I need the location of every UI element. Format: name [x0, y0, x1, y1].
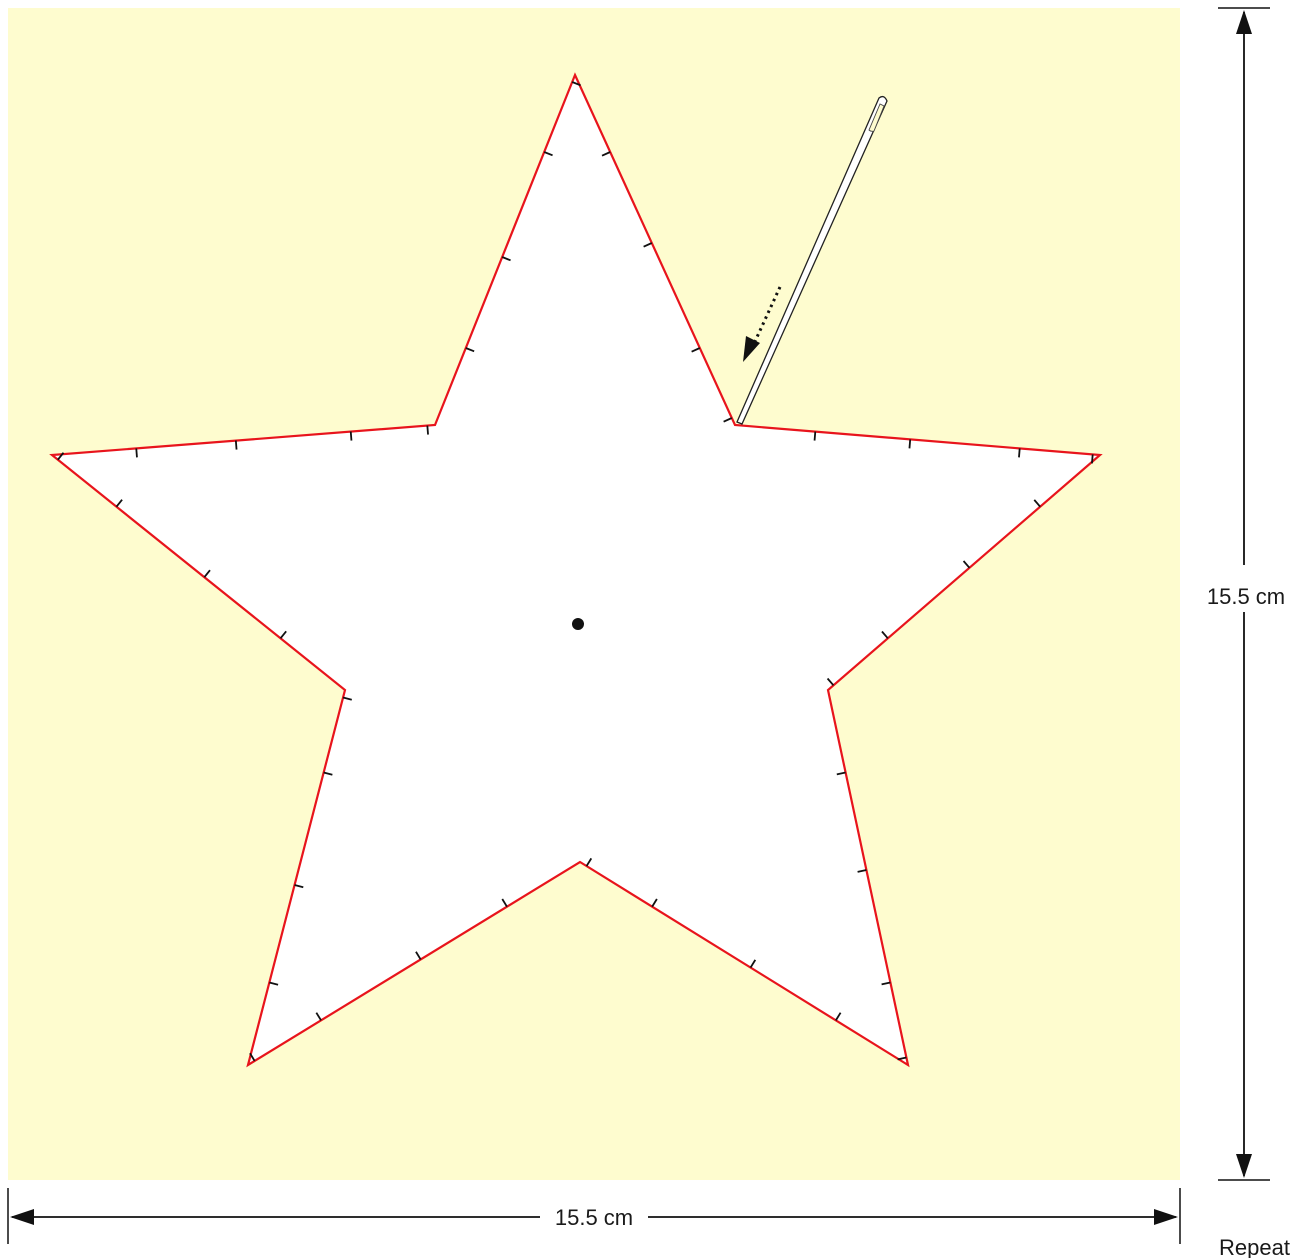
stitch-mark: [1033, 499, 1041, 508]
stitch-mark: [501, 256, 511, 262]
stitch-mark: [465, 347, 475, 353]
stitch-mark: [249, 1052, 256, 1062]
stitch-mark: [294, 884, 304, 889]
height-label: 15.5 cm: [1207, 584, 1285, 609]
stitch-mark: [881, 981, 891, 986]
stitch-mark: [234, 440, 238, 450]
stitch-mark: [315, 1012, 322, 1021]
height-dimension: [1218, 7, 1270, 1181]
stitch-mark: [643, 242, 653, 248]
width-dimension: [7, 1188, 1181, 1244]
stitch-mark: [826, 677, 835, 686]
stitch-mark: [115, 499, 123, 508]
stitch-mark: [203, 569, 211, 578]
stitch-mark: [908, 439, 912, 449]
stitch-mark: [501, 898, 508, 908]
stitch-mark: [57, 452, 65, 461]
stitch-mark: [426, 425, 429, 435]
stitch-mark: [749, 959, 757, 969]
stitch-mark: [962, 560, 971, 569]
stitch-mark: [571, 81, 581, 87]
repeat-label: Repeat: [1219, 1235, 1290, 1258]
needle-icon: [736, 95, 888, 425]
stitch-mark: [651, 898, 658, 908]
width-label: 15.5 cm: [555, 1205, 633, 1230]
stitch-mark: [135, 448, 138, 458]
stitch-mark: [543, 151, 553, 157]
stitch-mark: [857, 869, 867, 873]
stitch-mark: [723, 417, 733, 423]
stitch-mark: [349, 431, 353, 441]
center-dot-icon: [572, 618, 584, 630]
stitch-mark: [323, 771, 333, 776]
stitch-mark: [897, 1056, 907, 1061]
stitch-mark: [342, 696, 352, 701]
stitch-mark: [279, 630, 287, 639]
stitch-mark: [269, 981, 279, 986]
stitch-mark: [813, 431, 817, 441]
stitch-mark: [835, 1012, 842, 1021]
stitch-mark: [415, 951, 422, 960]
stitch-mark: [585, 857, 593, 867]
stitch-mark: [691, 347, 701, 353]
stitch-marks: [57, 81, 1094, 1062]
stitch-mark: [601, 151, 611, 157]
stitch-mark: [836, 771, 846, 776]
stitch-mark: [1091, 454, 1094, 464]
star-template: [49, 72, 1103, 1068]
dotted-arrow-icon: [743, 286, 782, 362]
stitch-mark: [881, 630, 889, 639]
stitch-mark: [1018, 448, 1021, 458]
